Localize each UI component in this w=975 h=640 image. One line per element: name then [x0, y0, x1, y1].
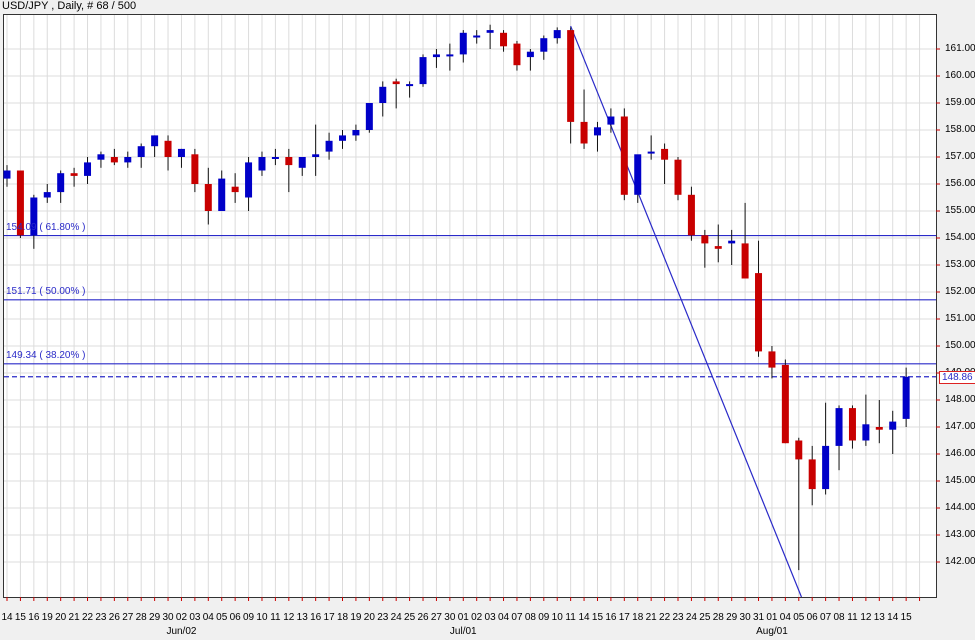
- x-tick-label: 02: [175, 612, 188, 623]
- x-tick-label: 14: [578, 612, 590, 623]
- x-tick-label: 31: [752, 612, 765, 623]
- fib-level-label: 151.71 ( 50.00% ): [6, 285, 86, 297]
- x-tick-label: 16: [28, 612, 40, 623]
- x-tick-label: 13: [873, 612, 885, 623]
- x-tick-label: 27: [122, 612, 134, 623]
- x-tick-label: 07: [511, 612, 523, 623]
- y-tick-label: 160.00: [945, 70, 975, 81]
- x-tick-label: 04: [497, 612, 510, 623]
- y-tick-label: 147.00: [945, 421, 975, 432]
- x-tick-label: 19: [350, 612, 362, 623]
- x-tick-label: 07: [820, 612, 832, 623]
- x-tick-label: 23: [377, 612, 389, 623]
- y-tick-label: 148.00: [945, 394, 975, 405]
- x-tick-label: 20: [363, 612, 375, 623]
- x-tick-label: 15: [14, 612, 26, 623]
- x-tick-label: 14: [1, 612, 13, 623]
- x-tick-label: 05: [793, 612, 805, 623]
- x-tick-label: 06: [806, 612, 818, 623]
- x-tick-label: 23: [672, 612, 684, 623]
- y-tick-label: 153.00: [945, 259, 975, 270]
- month-label: Jul/01: [449, 626, 477, 637]
- x-tick-label: 10: [551, 612, 563, 623]
- current-price-label: 148.86: [939, 370, 975, 384]
- x-tick-label: 17: [323, 612, 335, 623]
- month-label: Aug/01: [756, 626, 788, 637]
- x-tick-label: 16: [310, 612, 322, 623]
- x-tick-label: 09: [538, 612, 550, 623]
- x-tick-label: 03: [189, 612, 201, 623]
- x-tick-label: 11: [270, 612, 281, 623]
- y-tick-label: 142.00: [945, 556, 975, 567]
- x-tick-label: 22: [659, 612, 671, 623]
- x-tick-label: 11: [565, 612, 576, 623]
- y-tick-label: 143.00: [945, 529, 975, 540]
- x-tick-label: 26: [108, 612, 120, 623]
- x-tick-label: 14: [887, 612, 899, 623]
- x-tick-label: 22: [81, 612, 94, 623]
- month-label: Jun/02: [166, 626, 197, 637]
- x-tick-label: 18: [336, 612, 349, 623]
- x-tick-label: 21: [645, 612, 657, 623]
- y-tick-label: 158.00: [945, 124, 975, 135]
- x-tick-label: 08: [524, 612, 536, 623]
- y-tick-label: 152.00: [945, 286, 975, 297]
- x-tick-label: 01: [457, 612, 469, 623]
- fib-level-label: 154.09 ( 61.80% ): [6, 221, 86, 233]
- x-tick-label: 20: [55, 612, 67, 623]
- x-tick-label: 24: [685, 612, 697, 623]
- y-tick-label: 145.00: [945, 475, 975, 486]
- y-tick-label: 155.00: [945, 205, 975, 216]
- x-tick-label: 27: [430, 612, 442, 623]
- y-tick-label: 146.00: [945, 448, 975, 459]
- x-tick-label: 04: [202, 612, 214, 623]
- y-tick-label: 159.00: [945, 97, 975, 108]
- x-tick-label: 29: [726, 612, 738, 623]
- chart-title: USD/JPY , Daily, # 68 / 500: [2, 0, 137, 12]
- y-tick-label: 144.00: [945, 502, 975, 513]
- x-tick-label: 18: [632, 612, 644, 623]
- x-tick-label: 30: [162, 612, 174, 623]
- x-tick-label: 15: [900, 612, 912, 623]
- x-tick-label: 17: [618, 612, 630, 623]
- x-tick-label: 30: [444, 612, 456, 623]
- x-tick-label: 12: [283, 612, 295, 623]
- x-tick-label: 09: [242, 612, 255, 623]
- x-tick-label: 15: [591, 612, 604, 623]
- y-tick-label: 150.00: [945, 340, 975, 351]
- x-tick-label: 08: [833, 612, 845, 623]
- x-tick-label: 29: [149, 612, 161, 623]
- x-tick-label: 19: [41, 612, 53, 623]
- fib-level-label: 149.34 ( 38.20% ): [6, 349, 86, 361]
- x-tick-label: 30: [739, 612, 751, 623]
- x-tick-label: 21: [68, 612, 80, 623]
- x-tick-label: 02: [471, 612, 483, 623]
- x-tick-label: 23: [95, 612, 107, 623]
- x-tick-label: 10: [256, 612, 268, 623]
- x-tick-label: 16: [605, 612, 617, 623]
- y-tick-label: 151.00: [945, 313, 975, 324]
- x-tick-label: 24: [390, 612, 402, 623]
- x-tick-label: 03: [484, 612, 496, 623]
- x-tick-label: 28: [712, 612, 724, 623]
- x-tick-label: 26: [417, 612, 429, 623]
- y-tick-label: 156.00: [945, 178, 975, 189]
- x-tick-label: 01: [766, 612, 778, 623]
- x-tick-label: 13: [296, 612, 308, 623]
- x-tick-label: 28: [135, 612, 147, 623]
- y-tick-label: 157.00: [945, 151, 975, 162]
- x-tick-label: 25: [404, 612, 416, 623]
- x-tick-label: 05: [216, 612, 228, 623]
- x-tick-label: 04: [779, 612, 791, 623]
- x-tick-label: 06: [229, 612, 241, 623]
- x-tick-label: 12: [860, 612, 872, 623]
- y-tick-label: 161.00: [945, 43, 975, 54]
- y-tick-label: 154.00: [945, 232, 975, 243]
- x-tick-label: 11: [847, 612, 858, 623]
- x-tick-label: 25: [699, 612, 711, 623]
- plot-area[interactable]: [3, 14, 937, 598]
